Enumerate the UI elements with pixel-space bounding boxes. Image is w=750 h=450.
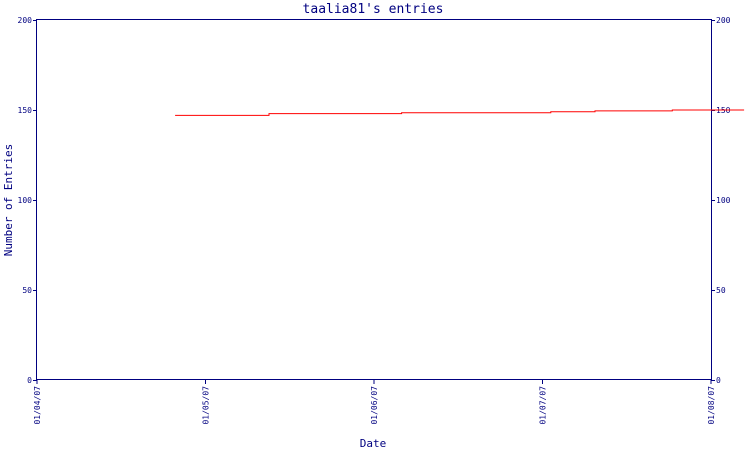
x-axis-label: Date xyxy=(360,437,387,450)
y-tick-label-left: 150 xyxy=(18,106,33,115)
x-tick-label: 01/08/07 xyxy=(707,386,716,425)
chart-title: taalia81's entries xyxy=(303,2,444,17)
y-tick-label-right: 100 xyxy=(716,196,731,205)
series-line xyxy=(175,109,745,116)
x-tick-label: 01/05/07 xyxy=(202,386,211,425)
y-axis-label: Number of Entries xyxy=(2,144,15,257)
x-tick-label: 01/04/07 xyxy=(33,386,42,425)
x-tick-label: 01/06/07 xyxy=(370,386,379,425)
y-tick-label-left: 200 xyxy=(18,16,33,25)
x-tick-label: 01/07/07 xyxy=(539,386,548,425)
plot-frame xyxy=(36,19,712,380)
x-axis: 01/04/07 01/05/07 01/06/07 01/07/07 01/08/07 xyxy=(33,380,716,425)
y-tick-label-right: 0 xyxy=(716,376,721,385)
series-layer xyxy=(175,109,745,116)
y-axis-left: 0 50 100 150 200 xyxy=(18,16,37,385)
y-tick-label-left: 0 xyxy=(27,376,32,385)
y-tick-label-left: 50 xyxy=(22,286,32,295)
y-tick-label-right: 50 xyxy=(716,286,726,295)
y-tick-label-right: 200 xyxy=(716,16,731,25)
y-tick-label-left: 100 xyxy=(18,196,33,205)
